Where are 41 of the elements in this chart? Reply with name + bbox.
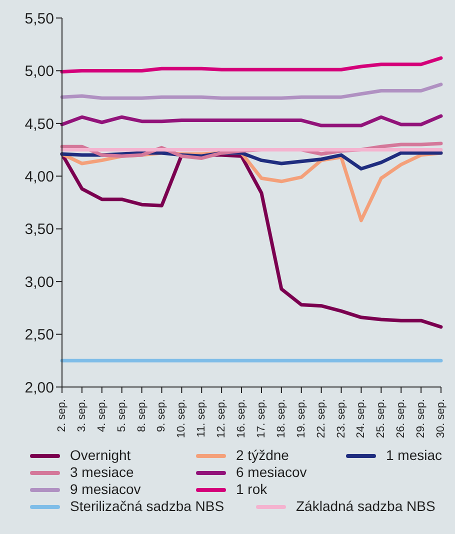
line-series — [60, 82, 443, 100]
x-tick-label: 8. sep. — [136, 399, 148, 432]
x-tick-label: 18. sep. — [275, 399, 288, 438]
x-tick-label: 5. sep. — [116, 399, 128, 432]
y-tick-label: 4,00 — [24, 168, 54, 186]
x-tick-label: 16. sep. — [236, 399, 248, 438]
x-tick-label: 17. sep. — [255, 399, 268, 438]
legend-label: Sterilizačná sadzba NBS — [70, 498, 224, 515]
x-tick-label: 2. sep. — [56, 399, 68, 432]
line-series — [60, 152, 443, 329]
x-tick-label: 11. sep. — [196, 399, 208, 438]
y-tick-label: 5,00 — [24, 63, 54, 80]
x-tick-label: 12. sep. — [216, 399, 228, 438]
x-tick-label: 30. sep. — [435, 399, 447, 438]
line-series — [60, 114, 443, 128]
line-series — [60, 56, 443, 74]
x-tick-label: 22. sep. — [315, 399, 328, 438]
x-tick-label: 4. sep. — [96, 399, 108, 432]
legend-label: 3 mesiace — [70, 464, 134, 481]
y-tick-label: 2,50 — [24, 326, 54, 344]
y-tick-label: 5,50 — [24, 10, 54, 28]
y-tick-label: 3,00 — [24, 274, 54, 291]
x-tick-label: 9. sep. — [156, 399, 168, 432]
legend-label: 9 mesiacov — [70, 481, 141, 498]
legend-label: 1 rok — [236, 481, 268, 498]
x-tick-label: 25. sep. — [375, 399, 388, 438]
x-tick-label: 24. sep. — [355, 399, 368, 438]
legend-label: Overnight — [70, 447, 131, 464]
legend-label: 1 mesiac — [386, 447, 442, 464]
x-tick-label: 23. sep. — [335, 399, 348, 438]
x-tick-label: 10. sep. — [176, 399, 188, 438]
y-tick-label: 3,50 — [24, 221, 54, 238]
legend-label: 6 mesiacov — [236, 464, 307, 481]
legend-label: Základná sadzba NBS — [296, 498, 436, 515]
x-tick-label: 3. sep. — [76, 399, 88, 432]
y-tick-label: 2,00 — [24, 379, 54, 396]
y-tick-label: 4,50 — [24, 116, 54, 133]
legend-label: 2 týždne — [236, 447, 289, 464]
x-tick-label: 19. sep. — [295, 399, 308, 438]
x-tick-label: 26. sep. — [395, 399, 408, 438]
x-tick-label: 29. sep. — [415, 399, 428, 438]
